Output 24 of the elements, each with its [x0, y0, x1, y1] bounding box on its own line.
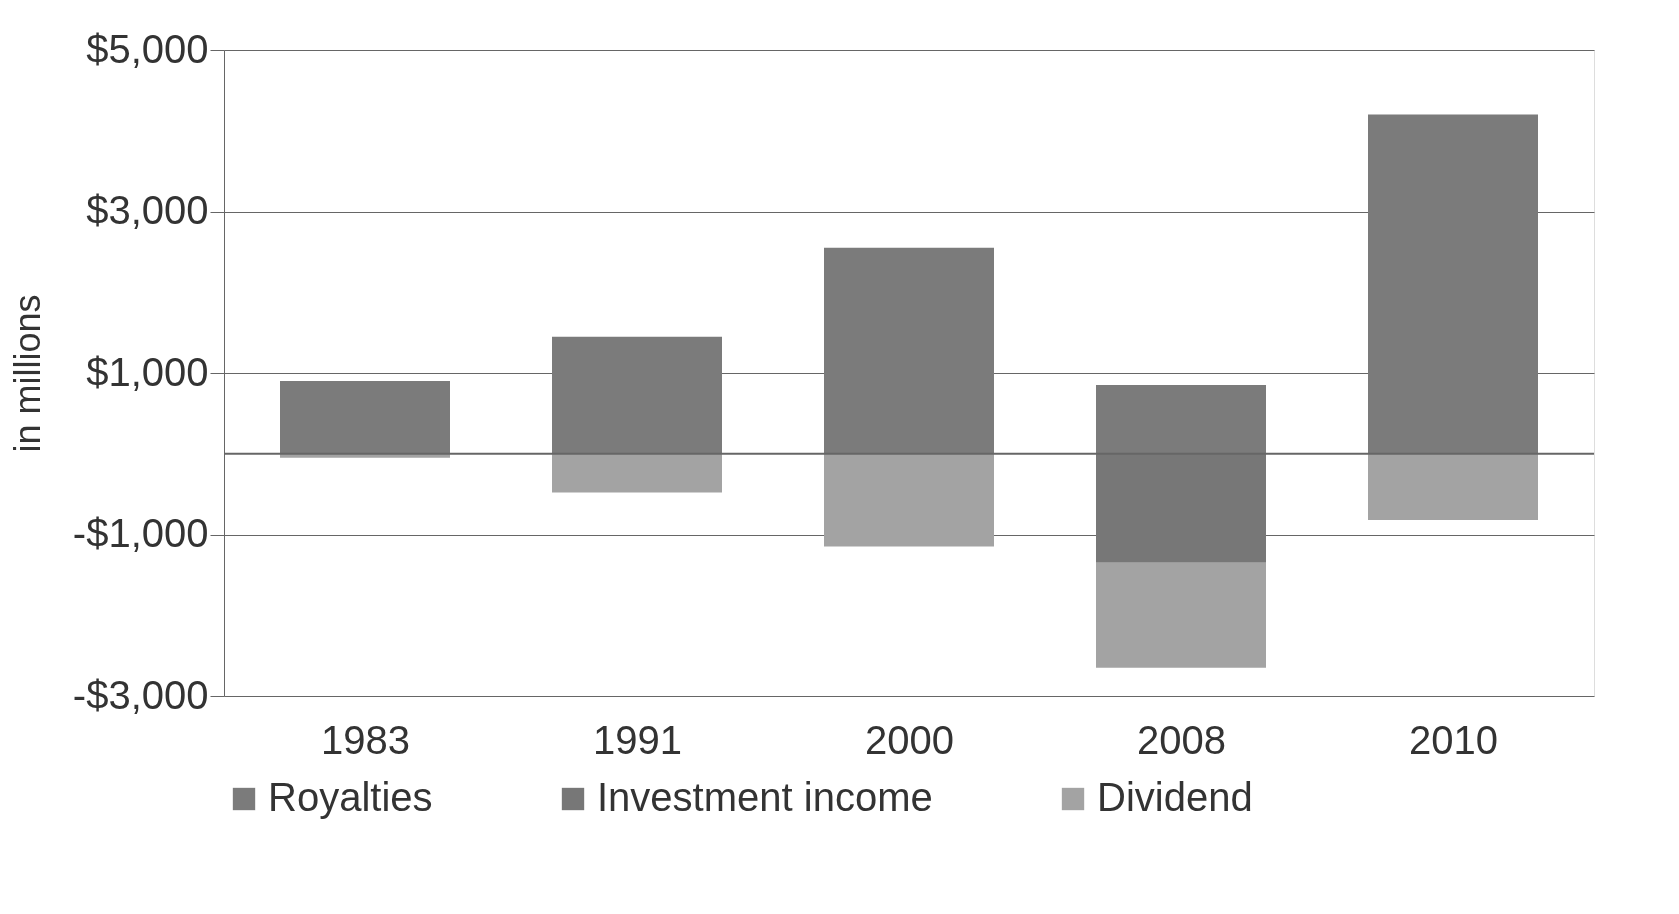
x-tick-label: 2010 [1409, 717, 1498, 762]
bar [1368, 114, 1538, 454]
x-tick-label: 2000 [865, 717, 954, 762]
bar [1096, 385, 1266, 454]
bar [280, 381, 450, 454]
bar [824, 453, 994, 547]
legend-label: Dividend [1097, 775, 1253, 819]
x-tick-label: 1983 [321, 717, 410, 762]
bar [552, 336, 722, 454]
y-tick-label: $3,000 [86, 188, 209, 232]
y-tick-label: $5,000 [86, 26, 209, 71]
bar [1368, 453, 1538, 520]
y-tick-label: $1,000 [86, 349, 209, 394]
y-tick-label: -$3,000 [72, 672, 209, 717]
x-tick-label: 1991 [593, 717, 682, 762]
x-tick-label: 2008 [1137, 717, 1226, 762]
bar [552, 453, 722, 493]
bar [1096, 562, 1266, 668]
legend-label: Royalties [268, 775, 433, 819]
bar [824, 247, 994, 454]
legend-label: Investment income [597, 775, 933, 819]
bar [1096, 453, 1266, 563]
y-tick-label: -$1,000 [72, 511, 209, 555]
y-axis-title: in millions [6, 294, 48, 453]
